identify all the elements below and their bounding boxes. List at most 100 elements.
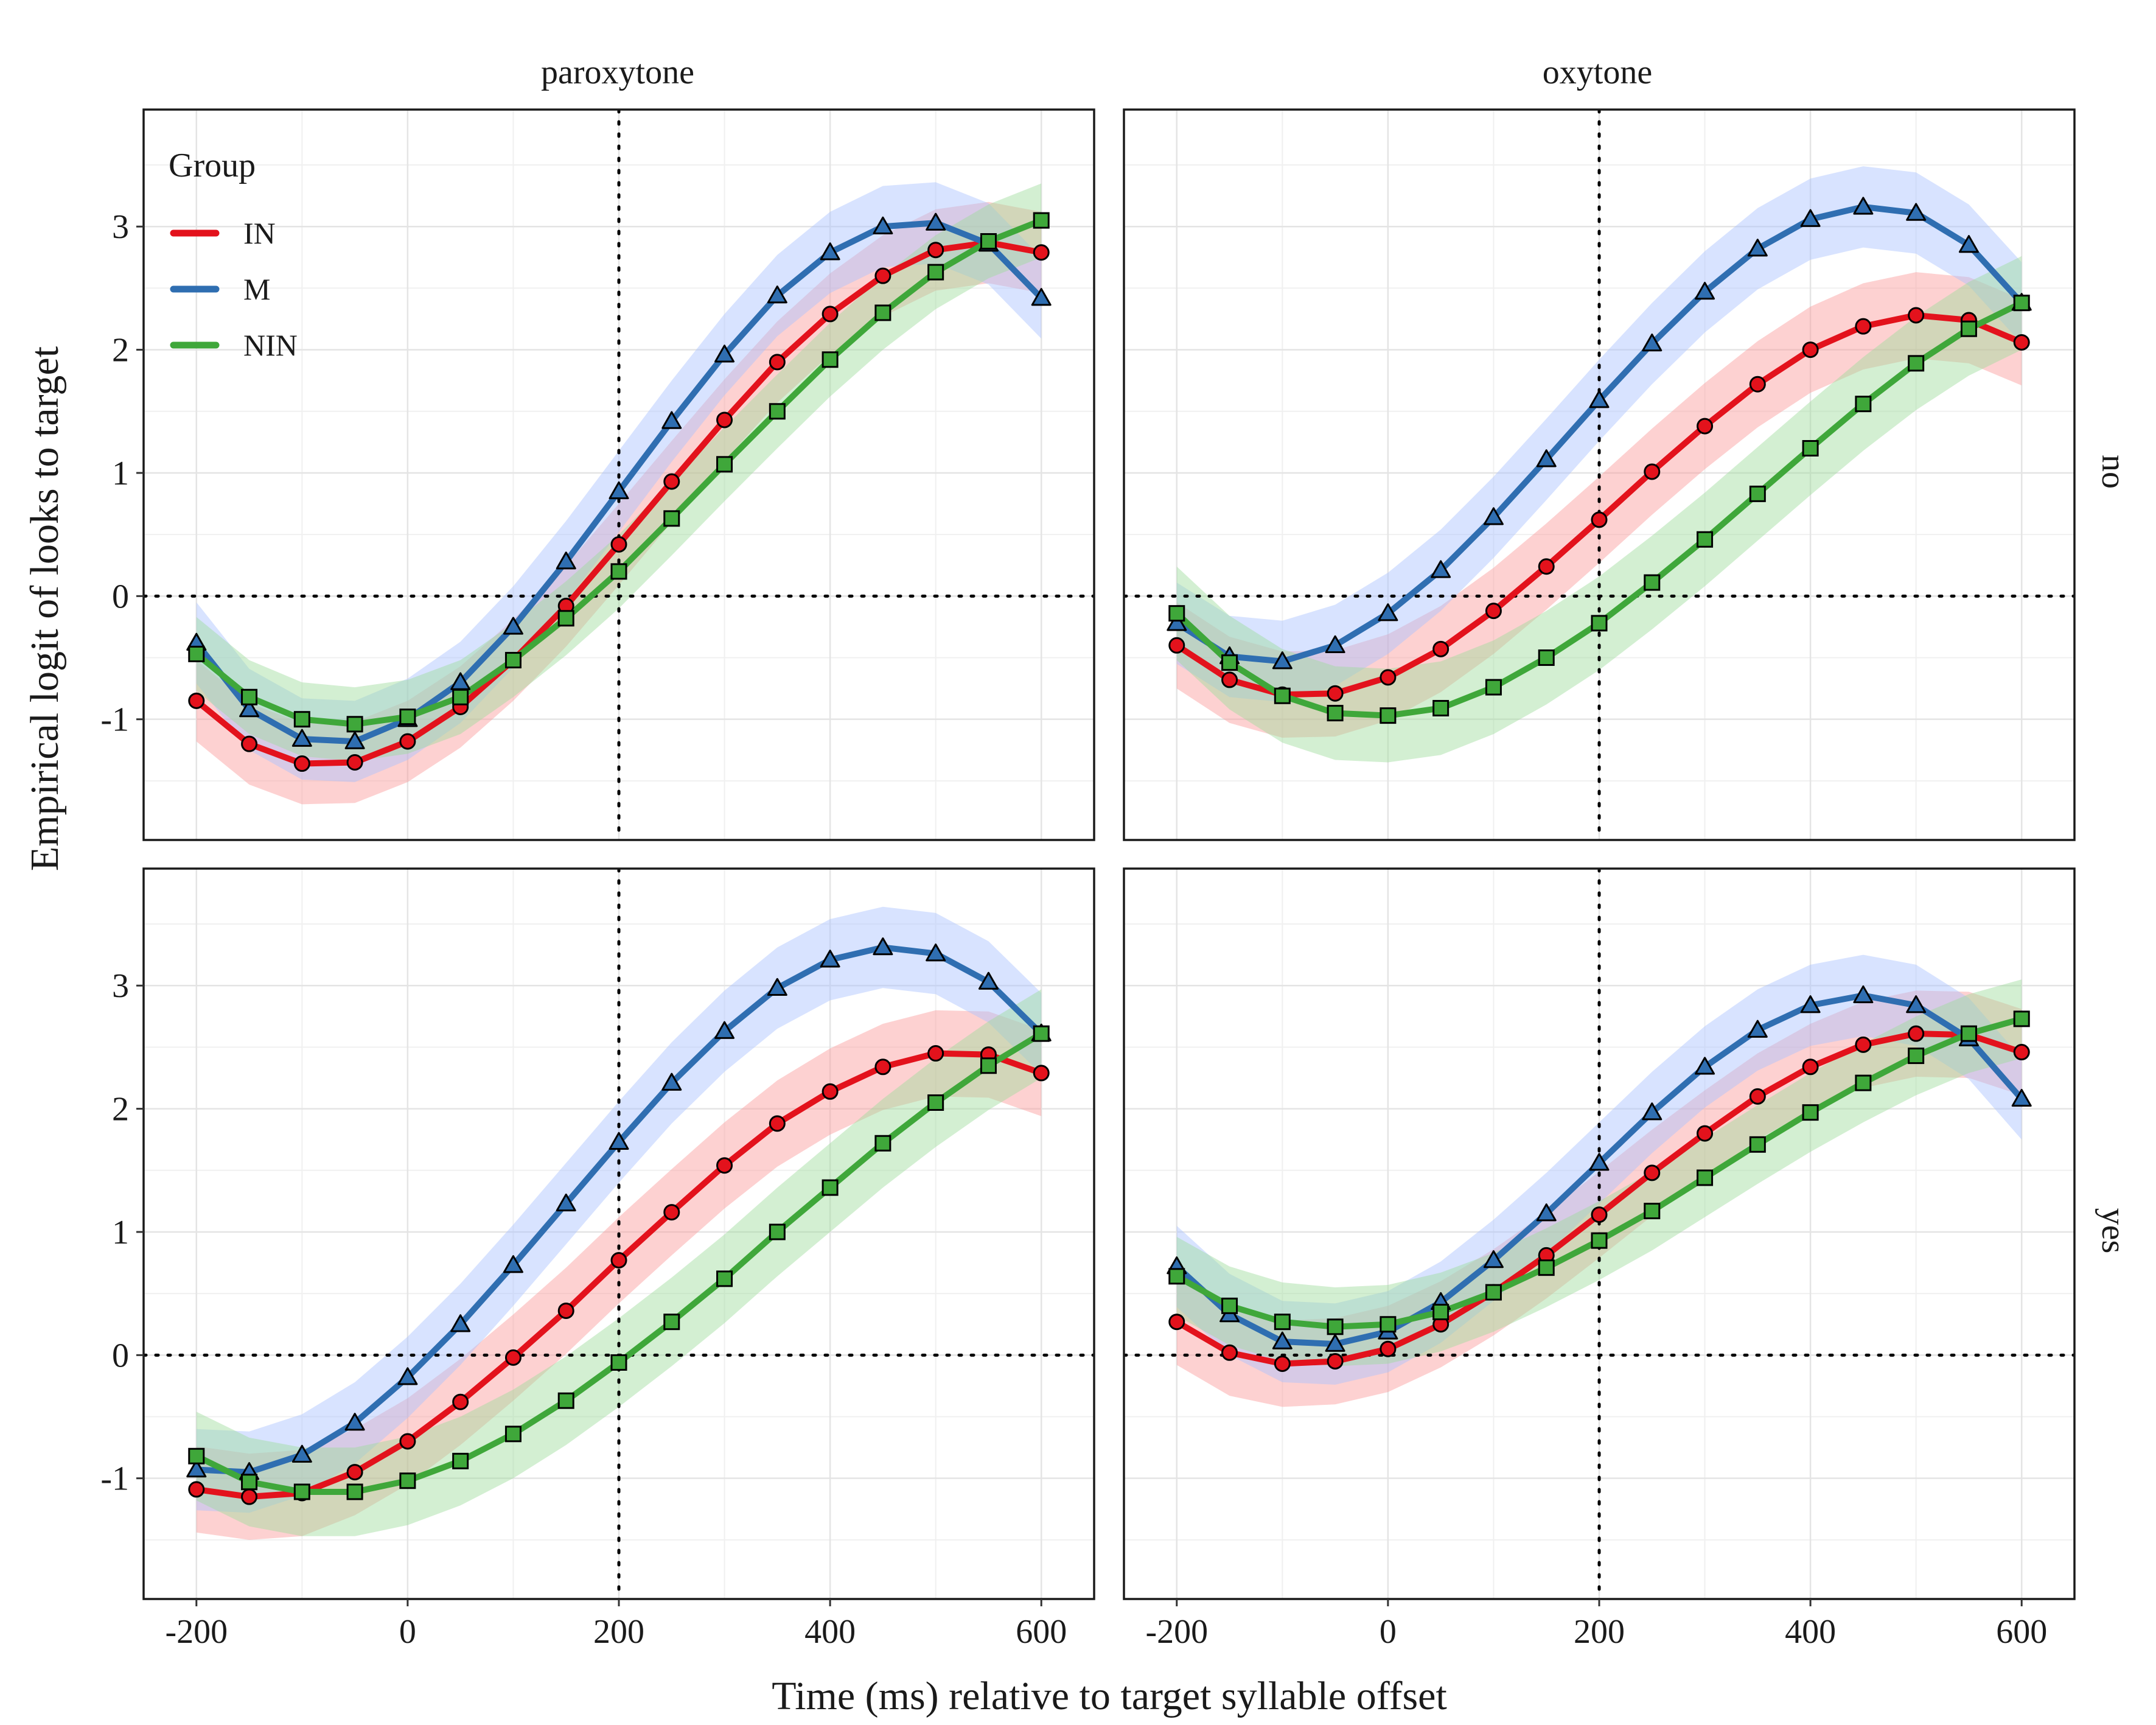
x-tick-label: -200	[1145, 1613, 1208, 1651]
data-point-in	[716, 411, 733, 429]
data-point-nin	[504, 1426, 522, 1443]
data-point-nin	[1644, 1203, 1661, 1220]
data-point-in	[927, 1045, 944, 1062]
panel-oxytone-yes: -200 0 200 400 600	[1123, 867, 2076, 1651]
data-point-m	[926, 212, 946, 231]
data-point-in	[1485, 603, 1502, 620]
data-point-nin	[769, 403, 786, 420]
data-point-in	[1380, 669, 1397, 686]
data-point-m	[1325, 635, 1345, 654]
data-point-nin	[1432, 699, 1450, 716]
data-point-in	[346, 1464, 363, 1481]
x-tick-label: 0	[399, 1613, 416, 1651]
data-point-nin	[663, 1314, 680, 1331]
ribbon-in	[1176, 272, 2022, 738]
data-point-m	[820, 950, 840, 968]
ribbon-m	[1176, 166, 2022, 702]
data-point-m	[556, 1193, 576, 1212]
data-point-m	[1167, 613, 1187, 631]
data-point-in	[399, 1433, 416, 1450]
data-point-nin	[1033, 212, 1050, 229]
data-point-nin	[1908, 355, 1925, 372]
data-point-m	[186, 1460, 207, 1478]
data-point-nin	[188, 645, 205, 662]
data-point-m	[450, 1314, 471, 1332]
data-point-m	[1958, 235, 1979, 253]
data-point-nin	[874, 1135, 891, 1152]
data-point-m	[1589, 390, 1610, 408]
panel-content	[144, 869, 1094, 1599]
data-point-in	[557, 1302, 574, 1319]
data-point-nin	[1168, 605, 1185, 622]
data-point-nin	[980, 233, 997, 250]
x-tick-label: 600	[1996, 1613, 2047, 1651]
data-point-in	[399, 733, 416, 750]
data-point-in	[1168, 1314, 1185, 1331]
data-point-nin	[980, 1057, 997, 1074]
legend-label-m: M	[243, 272, 270, 306]
data-point-nin	[241, 688, 258, 705]
data-point-m	[1747, 239, 1768, 257]
data-point-in	[1591, 1206, 1608, 1223]
data-point-m	[767, 285, 787, 304]
data-point-nin	[1591, 615, 1608, 632]
data-point-m	[820, 242, 840, 261]
data-point-nin	[610, 563, 627, 580]
data-point-nin	[1274, 1314, 1291, 1331]
data-point-m	[661, 1072, 682, 1091]
data-point-nin	[1033, 1025, 1050, 1042]
data-point-in	[1749, 1088, 1766, 1105]
data-point-in	[346, 754, 363, 771]
data-point-in	[822, 1083, 839, 1100]
x-axis-title: Time (ms) relative to target syllable of…	[772, 1674, 1447, 1718]
data-point-nin	[293, 711, 310, 728]
data-point-nin	[822, 351, 839, 368]
data-point-in	[293, 755, 310, 772]
data-point-m	[239, 699, 260, 718]
data-point-in	[1644, 463, 1661, 480]
data-point-m	[1589, 1153, 1610, 1171]
data-point-nin	[1749, 485, 1766, 502]
data-point-in	[1221, 1344, 1238, 1361]
ribbon-nin	[196, 183, 1042, 761]
data-point-nin	[188, 1447, 205, 1464]
data-point-m	[1747, 1020, 1768, 1038]
data-point-in	[1274, 1355, 1291, 1372]
data-point-m	[2011, 1088, 2032, 1107]
data-point-nin	[1327, 1318, 1344, 1335]
data-point-in	[822, 306, 839, 323]
data-point-m	[1536, 449, 1557, 467]
y-tick-label: 2	[112, 332, 129, 369]
data-point-nin	[241, 1474, 258, 1491]
y-tick-label: 3	[112, 208, 129, 246]
data-point-in	[2013, 1044, 2030, 1061]
data-point-nin	[1591, 1232, 1608, 1249]
legend: Group IN M NIN	[169, 147, 298, 362]
data-point-nin	[927, 1094, 944, 1111]
x-tick-label: 0	[1380, 1613, 1397, 1651]
x-tick-label: 200	[1574, 1613, 1625, 1651]
data-point-m	[1695, 1057, 1715, 1075]
data-point-in	[1855, 318, 1872, 335]
data-point-nin	[1644, 574, 1661, 591]
data-point-in	[769, 354, 786, 371]
data-point-in	[1168, 637, 1185, 654]
y-tick-label: 2	[112, 1091, 129, 1128]
data-point-m	[1272, 1331, 1293, 1349]
data-point-m	[1906, 203, 1927, 221]
data-point-nin	[610, 1354, 627, 1371]
panel-border	[1123, 108, 2076, 841]
y-tick-label: 1	[112, 455, 129, 492]
data-point-m	[873, 937, 893, 956]
data-point-m	[926, 943, 946, 962]
data-point-m	[503, 1255, 523, 1273]
panel-content	[1124, 110, 2074, 840]
data-point-nin	[663, 510, 680, 527]
data-point-nin	[1960, 320, 1977, 337]
data-point-m	[609, 481, 629, 500]
data-point-m	[1325, 1334, 1345, 1352]
data-point-m	[1642, 1102, 1662, 1121]
data-point-m	[767, 978, 787, 996]
data-point-in	[1327, 685, 1344, 702]
data-point-in	[1908, 307, 1925, 324]
